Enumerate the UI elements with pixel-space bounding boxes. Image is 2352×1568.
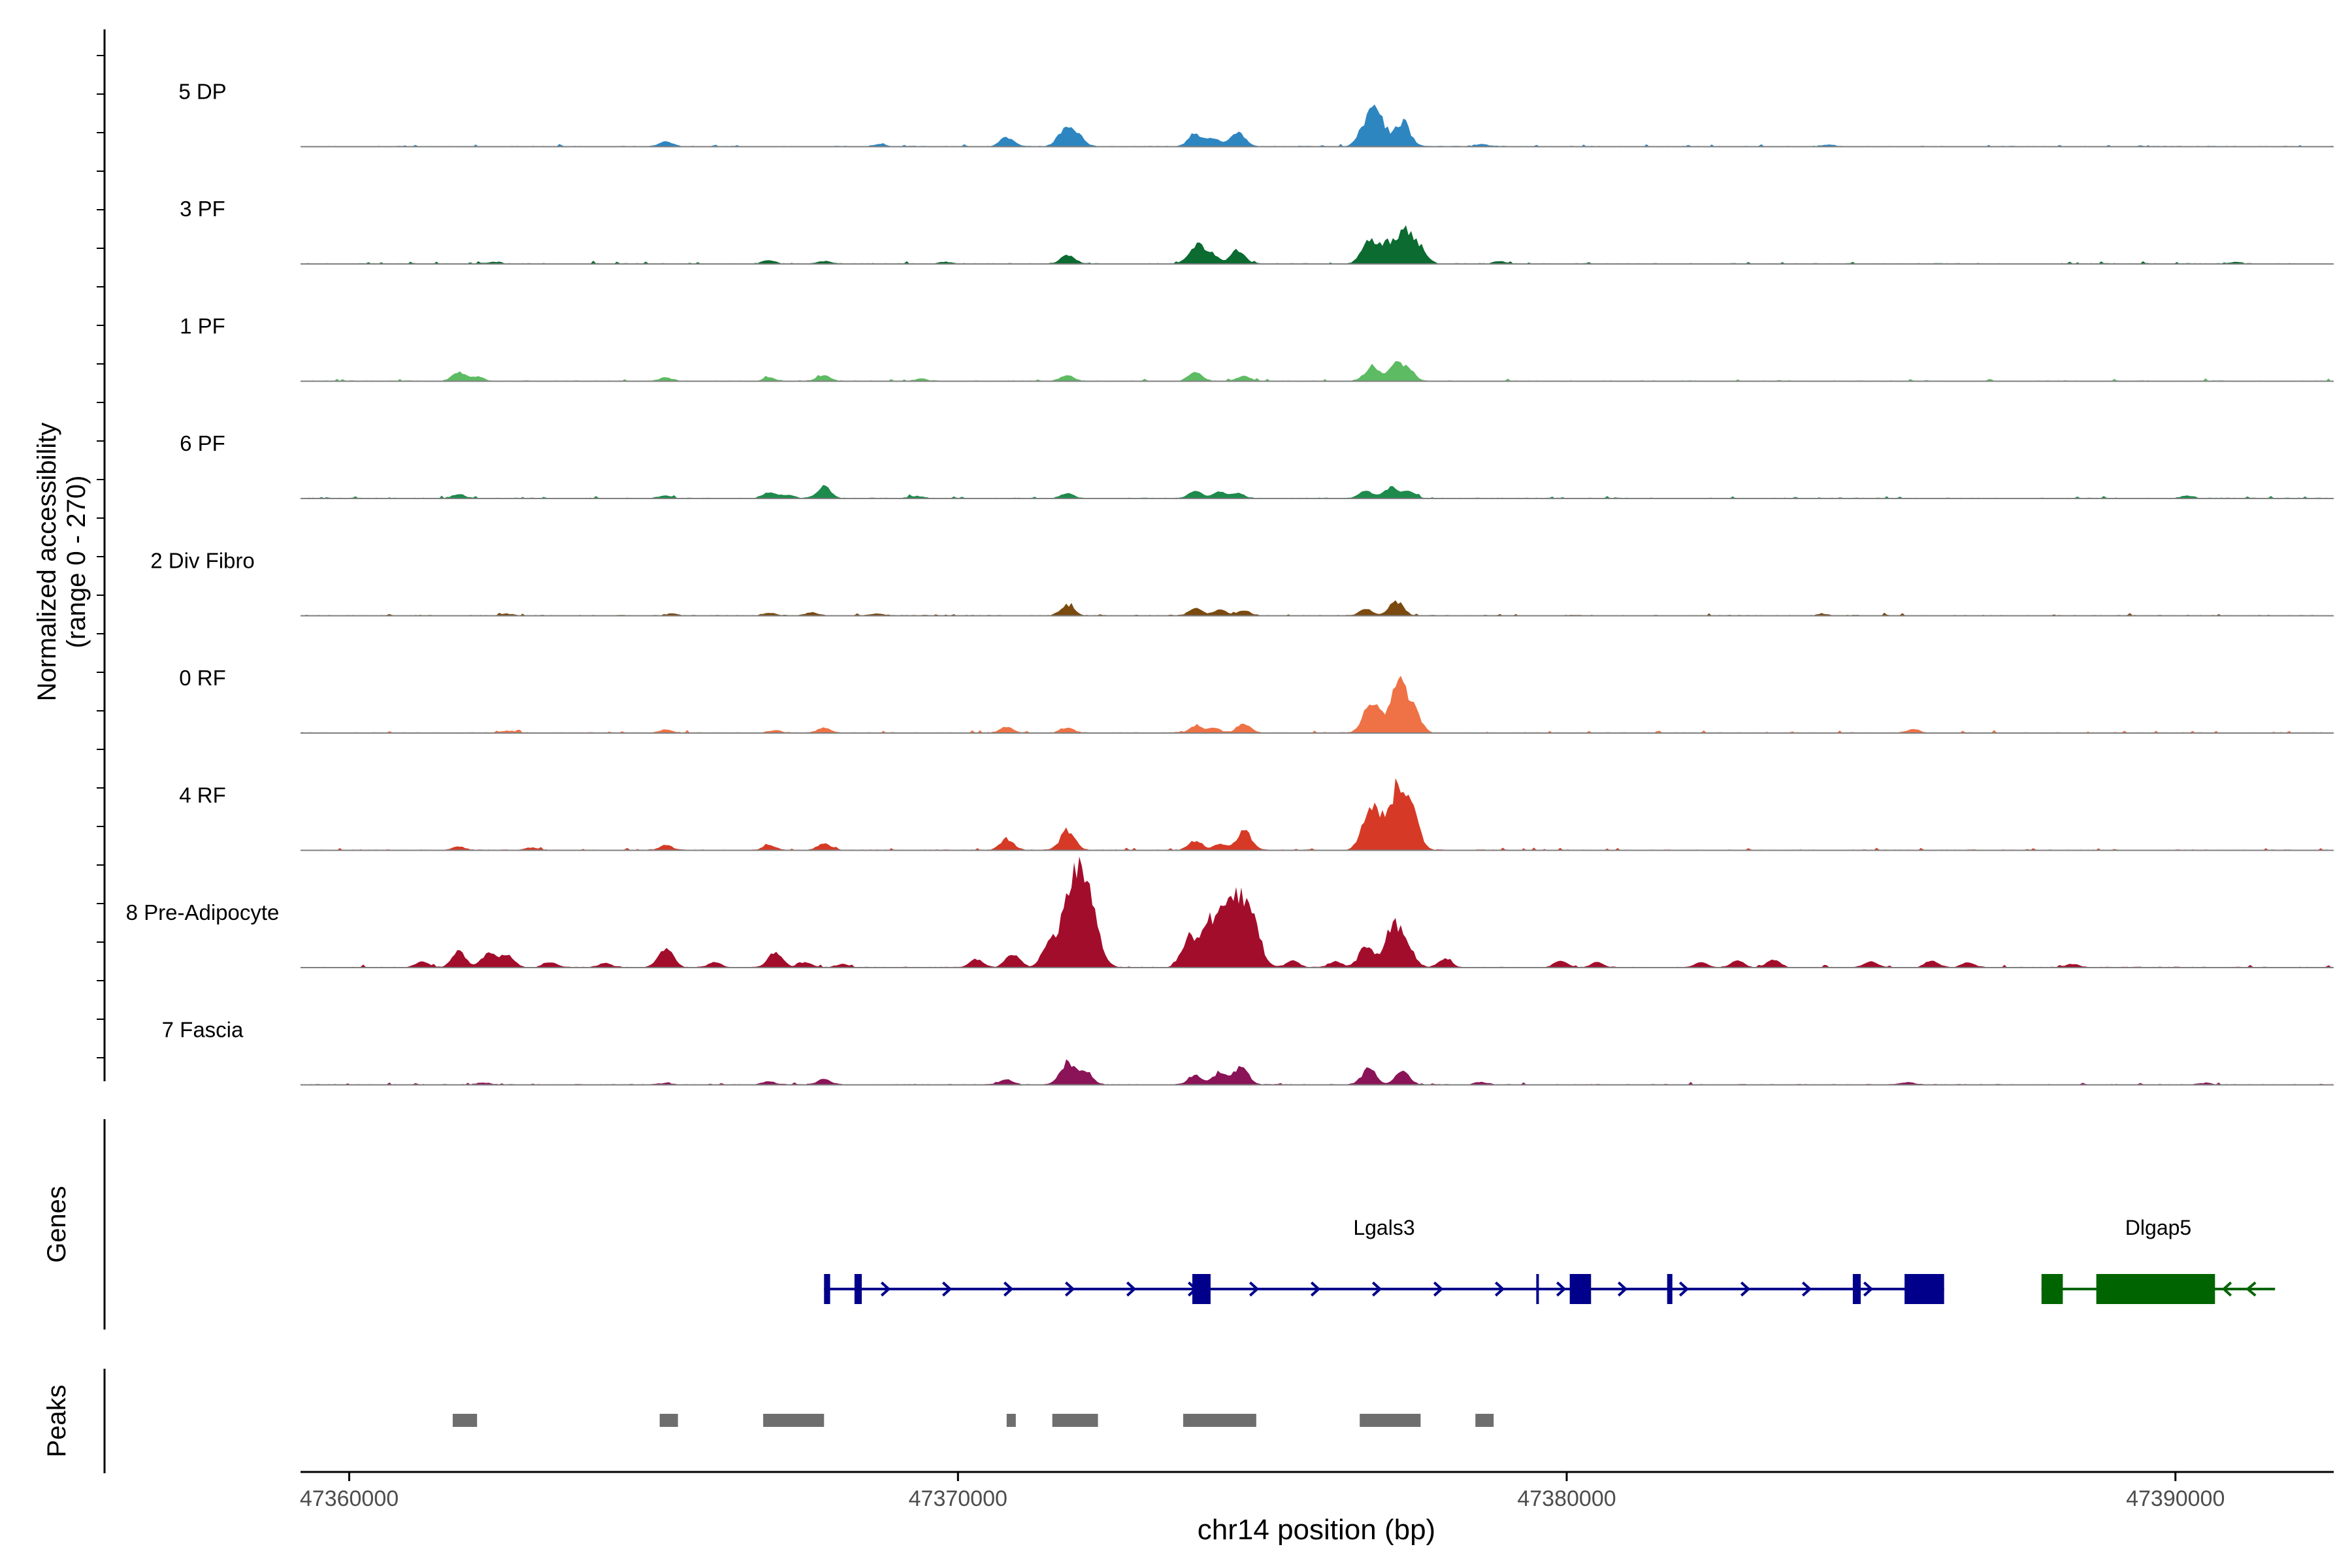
strand-arrow xyxy=(1494,1281,1505,1297)
coverage-area xyxy=(301,600,2334,616)
strand-arrow xyxy=(1617,1281,1628,1297)
exon-block xyxy=(2096,1274,2215,1304)
peak-region xyxy=(452,1414,478,1427)
peak-regions xyxy=(452,1414,1494,1427)
peak-region xyxy=(1052,1414,1098,1427)
peak-region xyxy=(1183,1414,1256,1427)
track-6-pf: 6 PF xyxy=(180,431,2334,499)
track-label: 7 Fascia xyxy=(162,1018,244,1042)
strand-arrow xyxy=(1310,1281,1321,1297)
coverage-area xyxy=(301,778,2334,851)
exon-block xyxy=(824,1274,830,1304)
track-5-dp: 5 DP xyxy=(178,80,2334,148)
gene-name-label: Lgals3 xyxy=(1353,1216,1414,1239)
x-tick-label: 47370000 xyxy=(909,1486,1007,1511)
exon-block xyxy=(1852,1274,1861,1304)
gene-name-label: Dlgap5 xyxy=(2125,1216,2191,1239)
strand-arrow xyxy=(2246,1281,2257,1297)
strand-arrow xyxy=(1003,1281,1014,1297)
track-7-fascia: 7 Fascia xyxy=(162,1018,2334,1086)
strand-arrow xyxy=(1249,1281,1260,1297)
peak-region xyxy=(659,1414,678,1427)
track-label: 0 RF xyxy=(179,666,226,690)
track-label: 8 Pre-Adipocyte xyxy=(126,900,280,924)
exon-block xyxy=(1192,1274,1211,1304)
peak-region xyxy=(1006,1414,1016,1427)
coverage-tracks: 5 DP 3 PF 1 PF 6 PF 2 Div Fibro 0 RF 4 RF 8 Pre… xyxy=(126,80,2334,1086)
strand-arrow xyxy=(1433,1281,1444,1297)
exon-block xyxy=(1569,1274,1592,1304)
gene-dlgap5: Dlgap5 xyxy=(2041,1216,2276,1304)
y-axis-label-line2: (range 0 - 270) xyxy=(62,476,91,649)
coverage-area xyxy=(301,485,2334,498)
track-label: 1 PF xyxy=(180,314,225,338)
exon-block xyxy=(1904,1274,1944,1304)
genes-track-label: Genes xyxy=(42,1186,71,1263)
coverage-area xyxy=(301,361,2334,382)
exon-tick xyxy=(1536,1274,1539,1304)
y-axis-label-line1: Normalized accessibility xyxy=(33,423,61,702)
coverage-area xyxy=(301,857,2334,968)
peaks-track-label: Peaks xyxy=(42,1384,71,1457)
track-8-pre-adipocyte: 8 Pre-Adipocyte xyxy=(126,857,2334,968)
peak-region xyxy=(1360,1414,1421,1427)
strand-arrow xyxy=(1801,1281,1812,1297)
track-label: 4 RF xyxy=(179,783,226,808)
track-1-pf: 1 PF xyxy=(180,314,2334,382)
coverage-area xyxy=(301,225,2334,264)
x-axis-title: chr14 position (bp) xyxy=(1198,1514,1435,1546)
strand-arrow xyxy=(1126,1281,1137,1297)
strand-arrow xyxy=(1863,1281,1874,1297)
peak-region xyxy=(1475,1414,1494,1427)
x-tick-label: 47390000 xyxy=(2126,1486,2225,1511)
exon-block xyxy=(2041,1274,2063,1304)
track-4-rf: 4 RF xyxy=(179,778,2334,851)
x-tick-label: 47360000 xyxy=(300,1486,399,1511)
strand-arrow xyxy=(1064,1281,1075,1297)
track-label: 2 Div Fibro xyxy=(150,549,255,573)
track-label: 6 PF xyxy=(180,431,225,455)
strand-arrow xyxy=(1740,1281,1751,1297)
x-tick-label: 47380000 xyxy=(1517,1486,1616,1511)
strand-arrow xyxy=(941,1281,953,1297)
strand-arrow xyxy=(1678,1281,1690,1297)
gene-annotations: Lgals3 Dlgap5 xyxy=(824,1216,2276,1304)
track-label: 5 DP xyxy=(178,80,226,104)
strand-arrow xyxy=(1556,1281,1567,1297)
track-3-pf: 3 PF xyxy=(180,197,2334,265)
strand-arrow xyxy=(1371,1281,1382,1297)
track-2-div-fibro: 2 Div Fibro xyxy=(150,549,2334,617)
strand-arrow xyxy=(2221,1281,2232,1297)
strand-arrow xyxy=(880,1281,891,1297)
track-label: 3 PF xyxy=(180,197,225,221)
coverage-area xyxy=(301,1059,2334,1085)
exon-block xyxy=(854,1274,862,1304)
coverage-y-ticks xyxy=(97,55,105,1058)
coverage-area xyxy=(301,104,2334,147)
x-axis-ticks: 47360000 47370000 47380000 47390000 xyxy=(300,1472,2225,1511)
gene-lgals3: Lgals3 xyxy=(824,1216,1944,1304)
coverage-area xyxy=(301,676,2334,733)
peak-region xyxy=(763,1414,825,1427)
track-0-rf: 0 RF xyxy=(179,666,2334,734)
exon-block xyxy=(1667,1274,1673,1304)
